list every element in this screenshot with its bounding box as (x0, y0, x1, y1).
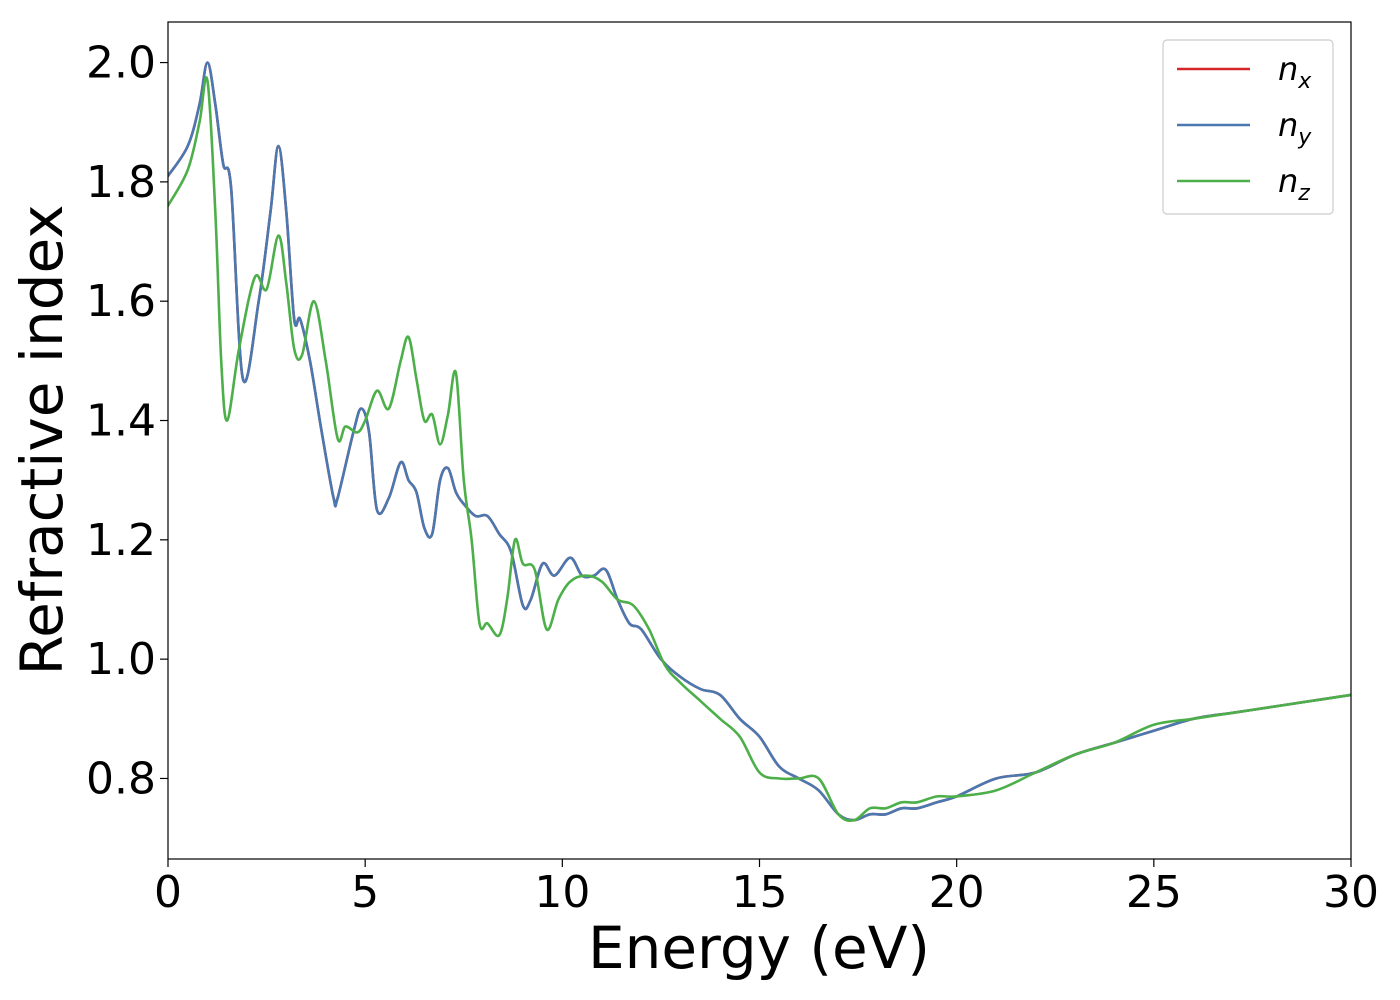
x-tick-label: 30 (1323, 867, 1379, 918)
y-tick-label: 0.8 (86, 753, 156, 804)
y-tick-label: 1.4 (86, 396, 156, 447)
series-line-nz (168, 76, 1351, 822)
y-axis-title: Refractive index (8, 204, 76, 675)
x-axis-title: Energy (eV) (588, 914, 930, 982)
x-axis-ticks: 0 5 10 15 20 25 30 (154, 859, 1379, 918)
y-tick-label: 1.2 (86, 515, 156, 566)
y-axis-ticks: 0.8 1.0 1.2 1.4 1.6 1.8 2.0 (86, 38, 168, 804)
y-tick-label: 1.8 (86, 157, 156, 208)
x-tick-label: 20 (929, 867, 985, 918)
x-tick-label: 10 (534, 867, 590, 918)
x-tick-label: 15 (732, 867, 788, 918)
x-tick-label: 25 (1126, 867, 1182, 918)
y-tick-label: 1.0 (86, 634, 156, 685)
y-tick-label: 2.0 (86, 38, 156, 89)
x-tick-label: 5 (351, 867, 379, 918)
legend-box (1162, 39, 1334, 215)
y-tick-label: 1.6 (86, 276, 156, 327)
x-tick-label: 0 (154, 867, 182, 918)
plot-lines (168, 61, 1351, 822)
series-line-ny (168, 61, 1351, 822)
